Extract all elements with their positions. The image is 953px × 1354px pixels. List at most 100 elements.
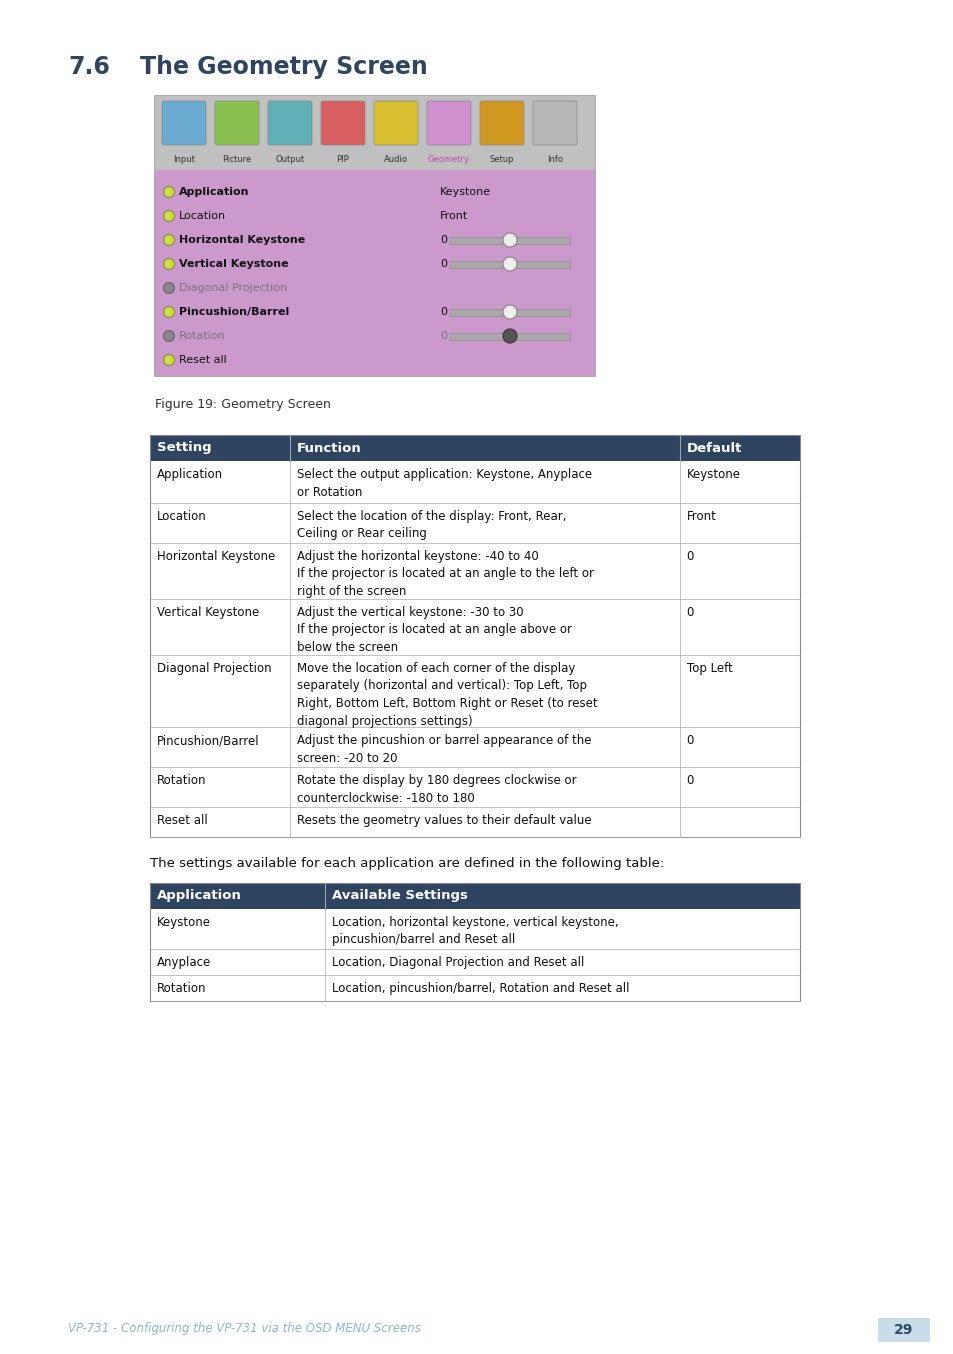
Text: Setting: Setting — [157, 441, 212, 455]
Text: Anyplace: Anyplace — [157, 956, 211, 969]
Bar — [154, 96, 595, 171]
Text: 0: 0 — [686, 774, 694, 787]
Text: Application: Application — [179, 187, 250, 196]
Text: Input: Input — [172, 154, 194, 164]
Text: Geometry: Geometry — [428, 154, 470, 164]
Bar — [150, 655, 800, 727]
Text: Diagonal Projection: Diagonal Projection — [179, 283, 287, 292]
Text: Rotate the display by 180 degrees clockwise or
counterclockwise: -180 to 180: Rotate the display by 180 degrees clockw… — [296, 774, 576, 804]
Text: Info: Info — [546, 154, 562, 164]
Text: Function: Function — [296, 441, 361, 455]
Text: 0: 0 — [439, 259, 447, 269]
Text: Setup: Setup — [489, 154, 514, 164]
Circle shape — [502, 257, 517, 271]
Text: Select the location of the display: Front, Rear,
Ceiling or Rear ceiling: Select the location of the display: Fron… — [296, 510, 566, 540]
FancyBboxPatch shape — [268, 102, 312, 145]
Text: Location: Location — [179, 211, 226, 221]
Bar — [150, 975, 800, 1001]
Bar — [154, 96, 595, 376]
Circle shape — [163, 283, 174, 294]
Text: Vertical Keystone: Vertical Keystone — [157, 607, 259, 619]
Text: Select the output application: Keystone, Anyplace
or Rotation: Select the output application: Keystone,… — [296, 468, 591, 498]
Text: Keystone: Keystone — [157, 917, 211, 929]
Text: 0: 0 — [686, 550, 694, 563]
Bar — [450, 309, 569, 315]
Circle shape — [163, 306, 174, 317]
Text: 29: 29 — [893, 1323, 913, 1336]
Text: Resets the geometry values to their default value: Resets the geometry values to their defa… — [296, 814, 591, 827]
Text: Top Left: Top Left — [686, 662, 732, 676]
Bar — [150, 543, 800, 598]
Text: Move the location of each corner of the display
separately (horizontal and verti: Move the location of each corner of the … — [296, 662, 597, 727]
Text: PIP: PIP — [336, 154, 349, 164]
FancyBboxPatch shape — [479, 102, 523, 145]
Text: 0: 0 — [439, 330, 447, 341]
Text: Keystone: Keystone — [439, 187, 491, 196]
Circle shape — [502, 233, 517, 246]
Text: 0: 0 — [439, 236, 447, 245]
Text: Rotation: Rotation — [157, 774, 206, 787]
Bar — [877, 1317, 929, 1342]
Text: Location, pincushion/barrel, Rotation and Reset all: Location, pincushion/barrel, Rotation an… — [333, 982, 629, 995]
Bar — [154, 171, 595, 376]
Text: The Geometry Screen: The Geometry Screen — [140, 56, 427, 79]
Circle shape — [163, 355, 174, 366]
Circle shape — [163, 259, 174, 269]
Text: Diagonal Projection: Diagonal Projection — [157, 662, 272, 676]
Bar — [450, 333, 569, 340]
Bar — [150, 598, 800, 655]
FancyBboxPatch shape — [162, 102, 206, 145]
Text: Adjust the vertical keystone: -30 to 30
If the projector is located at an angle : Adjust the vertical keystone: -30 to 30 … — [296, 607, 571, 654]
Circle shape — [163, 210, 174, 222]
FancyBboxPatch shape — [533, 102, 577, 145]
Bar — [150, 460, 800, 502]
Text: Location: Location — [157, 510, 207, 523]
Bar — [150, 502, 800, 543]
Text: Adjust the horizontal keystone: -40 to 40
If the projector is located at an angl: Adjust the horizontal keystone: -40 to 4… — [296, 550, 593, 598]
Text: Rotation: Rotation — [157, 982, 206, 995]
Text: 0: 0 — [686, 734, 694, 747]
Circle shape — [163, 234, 174, 245]
FancyBboxPatch shape — [374, 102, 417, 145]
Text: Figure 19: Geometry Screen: Figure 19: Geometry Screen — [154, 398, 331, 412]
FancyBboxPatch shape — [427, 102, 471, 145]
Bar — [150, 807, 800, 837]
Bar — [150, 949, 800, 975]
Bar — [150, 435, 800, 460]
Bar — [150, 435, 800, 837]
Text: Adjust the pincushion or barrel appearance of the
screen: -20 to 20: Adjust the pincushion or barrel appearan… — [296, 734, 591, 765]
Text: Horizontal Keystone: Horizontal Keystone — [179, 236, 305, 245]
Text: Reset all: Reset all — [179, 355, 227, 366]
Text: Keystone: Keystone — [686, 468, 740, 481]
Text: Reset all: Reset all — [157, 814, 208, 827]
Bar — [450, 260, 569, 268]
Bar — [150, 883, 800, 909]
Text: Application: Application — [157, 890, 242, 903]
Text: Vertical Keystone: Vertical Keystone — [179, 259, 289, 269]
Bar — [450, 237, 569, 244]
Bar — [150, 909, 800, 949]
Circle shape — [163, 330, 174, 341]
FancyBboxPatch shape — [214, 102, 258, 145]
Text: Default: Default — [686, 441, 741, 455]
Text: Pincushion/Barrel: Pincushion/Barrel — [179, 307, 289, 317]
Bar — [150, 727, 800, 766]
Text: Horizontal Keystone: Horizontal Keystone — [157, 550, 275, 563]
Text: Pincushion/Barrel: Pincushion/Barrel — [157, 734, 259, 747]
Text: 0: 0 — [686, 607, 694, 619]
Text: The settings available for each application are defined in the following table:: The settings available for each applicat… — [150, 857, 663, 871]
Circle shape — [502, 305, 517, 320]
Text: Location, horizontal keystone, vertical keystone,
pincushion/barrel and Reset al: Location, horizontal keystone, vertical … — [333, 917, 618, 946]
Text: Audio: Audio — [384, 154, 408, 164]
Text: Output: Output — [275, 154, 304, 164]
Text: Front: Front — [686, 510, 716, 523]
Text: Picture: Picture — [222, 154, 252, 164]
FancyBboxPatch shape — [320, 102, 365, 145]
Bar — [150, 883, 800, 1001]
Circle shape — [502, 329, 517, 343]
Text: VP-731 - Configuring the VP-731 via the OSD MENU Screens: VP-731 - Configuring the VP-731 via the … — [68, 1322, 420, 1335]
Bar — [150, 766, 800, 807]
Text: Front: Front — [439, 211, 468, 221]
Text: Rotation: Rotation — [179, 330, 226, 341]
Text: Location, Diagonal Projection and Reset all: Location, Diagonal Projection and Reset … — [333, 956, 584, 969]
